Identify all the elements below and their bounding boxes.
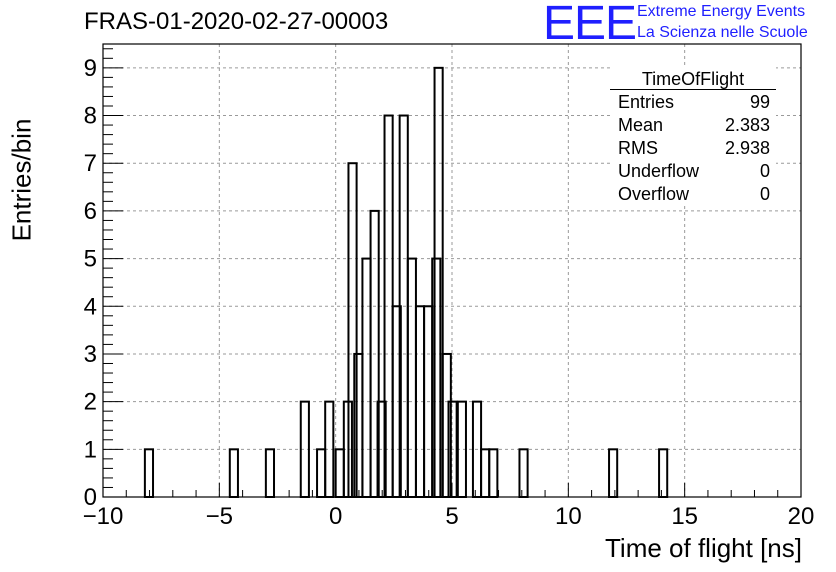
histogram-bin bbox=[361, 257, 372, 498]
histogram-bin bbox=[608, 448, 619, 499]
eee-logo-line-1: Extreme Energy Events bbox=[637, 3, 806, 20]
histogram-bin bbox=[480, 448, 491, 499]
stats-value: 2.938 bbox=[724, 138, 770, 158]
stats-title: TimeOfFlight bbox=[610, 67, 776, 90]
stats-row-entries: Entries 99 bbox=[610, 90, 776, 113]
histogram-bin bbox=[334, 448, 345, 499]
histogram-bin bbox=[406, 257, 417, 498]
histogram-bin bbox=[431, 257, 442, 498]
x-tick-label: 5 bbox=[445, 503, 458, 530]
histogram-bin bbox=[433, 66, 444, 498]
histogram-bin bbox=[488, 448, 499, 499]
x-tick-label: −10 bbox=[83, 503, 124, 530]
stats-label: Underflow bbox=[618, 161, 700, 181]
histogram-bin bbox=[228, 448, 239, 499]
stats-label: Mean bbox=[618, 115, 664, 135]
axis-layer bbox=[102, 43, 802, 498]
stats-row-rms: RMS 2.938 bbox=[610, 136, 776, 159]
y-tick-label: 4 bbox=[84, 293, 97, 320]
stats-label: RMS bbox=[618, 138, 658, 158]
y-tick-label: 6 bbox=[84, 198, 97, 225]
stats-value: 99 bbox=[749, 92, 770, 112]
y-tick-label: 9 bbox=[84, 55, 97, 82]
stats-value: 2.383 bbox=[724, 115, 770, 135]
histogram-bin bbox=[316, 448, 327, 499]
y-tick-label: 5 bbox=[84, 246, 97, 273]
eee-logo: EEE bbox=[543, 0, 637, 50]
stats-value: 0 bbox=[759, 161, 770, 181]
stats-value: 0 bbox=[759, 184, 770, 204]
stats-box: TimeOfFlight Entries 99 Mean 2.383 RMS 2… bbox=[610, 67, 776, 205]
x-tick-label: 10 bbox=[555, 503, 582, 530]
y-tick-label: 1 bbox=[84, 436, 97, 463]
tick-label-layer: −10 −5 0 5 10 15 20 0 1 2 3 4 5 6 7 8 9 bbox=[83, 55, 815, 530]
x-tick-label: 15 bbox=[671, 503, 698, 530]
plot-title: FRAS-01-2020-02-27-00003 bbox=[84, 8, 389, 35]
stats-row-overflow: Overflow 0 bbox=[610, 182, 776, 205]
eee-logo-line-2: La Scienza nelle Scuole bbox=[637, 24, 808, 41]
x-tick-label: −5 bbox=[206, 503, 233, 530]
y-tick-label: 3 bbox=[84, 341, 97, 368]
stats-label: Entries bbox=[618, 92, 675, 112]
stats-label: Overflow bbox=[618, 184, 690, 204]
x-axis-label: Time of flight [ns] bbox=[605, 533, 802, 563]
histogram-bin bbox=[658, 448, 669, 499]
y-tick-label: 8 bbox=[84, 103, 97, 130]
y-tick-label: 2 bbox=[84, 389, 97, 416]
y-tick-label: 0 bbox=[84, 484, 97, 511]
x-tick-label: 0 bbox=[329, 503, 342, 530]
histogram-bin bbox=[143, 448, 155, 499]
histogram-bin bbox=[264, 448, 276, 499]
histogram-bin bbox=[441, 352, 452, 498]
y-tick-label: 7 bbox=[84, 150, 97, 177]
stats-row-mean: Mean 2.383 bbox=[610, 113, 776, 136]
x-tick-label: 20 bbox=[788, 503, 815, 530]
histogram-bin bbox=[518, 448, 529, 499]
histogram-bin bbox=[353, 352, 364, 498]
histogram-layer bbox=[143, 66, 669, 499]
stats-row-underflow: Underflow 0 bbox=[610, 159, 776, 182]
